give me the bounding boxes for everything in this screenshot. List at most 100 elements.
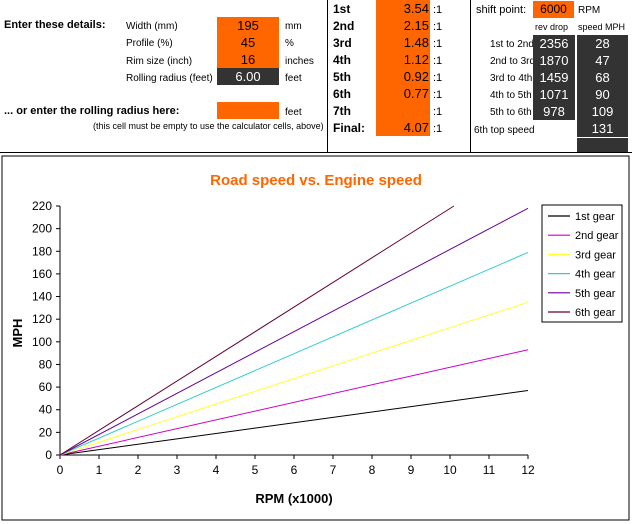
- series-line-1: [59, 390, 529, 456]
- divider-right: [470, 0, 471, 152]
- rev-drop-value: 2356: [533, 35, 575, 52]
- width-unit: mm: [285, 21, 302, 32]
- final-drive-input[interactable]: 4.07: [376, 119, 430, 136]
- rev-drop-value: 1870: [533, 52, 575, 69]
- series-line-4: [59, 251, 529, 456]
- shift-row-label: 2nd to 3rd: [490, 56, 536, 67]
- x-tick-label: 5: [252, 463, 259, 477]
- y-tick-label: 100: [32, 335, 52, 349]
- width-label: Width (mm): [126, 21, 178, 32]
- legend-label: 4th gear: [575, 269, 616, 281]
- rev-drop-value: 978: [533, 103, 575, 120]
- rolling-radius-label: Rolling radius (feet): [126, 73, 213, 84]
- y-tick-label: 40: [39, 403, 53, 417]
- rev-drop-header: rev drop: [535, 22, 569, 32]
- y-tick-label: 60: [39, 380, 53, 394]
- rev-drop-value: 1459: [533, 69, 575, 86]
- x-axis-label: RPM (x1000): [255, 491, 332, 506]
- shift-speed-value: 68: [577, 69, 628, 86]
- y-tick-label: 80: [39, 357, 53, 371]
- gear-label: 3rd: [333, 36, 352, 50]
- gear-ratio-input[interactable]: 3.54: [376, 0, 430, 17]
- width-input[interactable]: 195: [217, 17, 279, 34]
- x-tick-label: 10: [443, 463, 457, 477]
- gear-suffix: :1: [433, 123, 443, 135]
- legend-label: 1st gear: [575, 211, 615, 223]
- final-drive-label: Final:: [333, 121, 365, 135]
- gear-ratio-input[interactable]: 1.12: [376, 51, 430, 68]
- gear-suffix: :1: [433, 21, 443, 33]
- x-tick-label: 4: [213, 463, 220, 477]
- profile-label: Profile (%): [126, 38, 173, 49]
- x-tick-label: 9: [408, 463, 415, 477]
- x-tick-label: 6: [291, 463, 298, 477]
- shift-point-unit: RPM: [578, 5, 601, 16]
- chart: Road speed vs. Engine speed 0 1 2 3 4 5 6 7 8 9 10…: [1, 155, 630, 521]
- profile-input[interactable]: 45: [217, 34, 279, 51]
- gear-suffix: :1: [433, 106, 443, 118]
- gear-ratio-input[interactable]: 0.92: [376, 68, 430, 85]
- gear-suffix: :1: [433, 89, 443, 101]
- y-tick-label: 200: [32, 222, 52, 236]
- gear-suffix: :1: [433, 55, 443, 67]
- enter-details-label: Enter these details:: [4, 19, 106, 31]
- series-line-3: [59, 301, 529, 456]
- gear-suffix: :1: [433, 4, 443, 16]
- rolling-radius-input[interactable]: [217, 102, 279, 119]
- gear-ratio-input[interactable]: 1.48: [376, 34, 430, 51]
- rolling-radius-unit: feet: [285, 73, 302, 84]
- shift-speed-value: 109: [577, 103, 628, 120]
- series-line-5: [59, 207, 529, 456]
- gear-ratio-input[interactable]: 0.77: [376, 85, 430, 102]
- x-tick-label: 7: [330, 463, 337, 477]
- shift-speed-value: 47: [577, 52, 628, 69]
- y-tick-label: 220: [32, 199, 52, 213]
- gear-label: 7th: [333, 104, 351, 118]
- top-speed-value: 131: [577, 120, 628, 137]
- rim-unit: inches: [285, 56, 314, 67]
- series-line-6: [59, 205, 455, 456]
- gear-suffix: :1: [433, 38, 443, 50]
- or-unit: feet: [285, 107, 302, 118]
- x-tick-label: 8: [369, 463, 376, 477]
- divider-left: [327, 0, 328, 152]
- profile-unit: %: [285, 38, 294, 49]
- legend-label: 5th gear: [575, 288, 616, 300]
- gear-label: 1st: [333, 2, 351, 16]
- x-tick-label: 1: [96, 463, 103, 477]
- y-tick-label: 0: [45, 448, 52, 462]
- shift-point-label: shift point:: [476, 4, 527, 16]
- gear-ratio-input[interactable]: 2.15: [376, 17, 430, 34]
- shift-row-label: 1st to 2nd: [490, 39, 534, 50]
- y-tick-label: 160: [32, 267, 52, 281]
- gear-ratio-input[interactable]: [376, 102, 430, 119]
- chart-title: Road speed vs. Engine speed: [210, 172, 422, 189]
- y-tick-label: 180: [32, 244, 52, 258]
- x-tick-label: 0: [57, 463, 64, 477]
- gear-label: 5th: [333, 70, 351, 84]
- top-speed-label: 6th top speed: [474, 125, 535, 136]
- rolling-radius-value: 6.00: [217, 68, 279, 85]
- series-line-2: [59, 349, 529, 456]
- speed-mph-header: speed MPH: [578, 22, 626, 32]
- rim-input[interactable]: 16: [217, 51, 279, 68]
- chart-frame: [1, 155, 630, 521]
- shift-row-label: 4th to 5th: [490, 90, 532, 101]
- shift-speed-value: 90: [577, 86, 628, 103]
- y-tick-label: 120: [32, 312, 52, 326]
- shift-point-input[interactable]: 6000: [533, 1, 574, 18]
- gear-label: 2nd: [333, 19, 355, 33]
- y-tick-label: 20: [39, 425, 53, 439]
- or-enter-label: ... or enter the rolling radius here:: [4, 105, 180, 117]
- legend-label: 2nd gear: [575, 230, 619, 242]
- rim-label: Rim size (inch): [126, 56, 193, 67]
- legend-box: [541, 204, 623, 323]
- x-tick-label: 3: [174, 463, 181, 477]
- gear-label: 6th: [333, 87, 351, 101]
- shift-speed-value: 28: [577, 35, 628, 52]
- gear-suffix: :1: [433, 72, 443, 84]
- y-tick-label: 140: [32, 290, 52, 304]
- gear-label: 4th: [333, 53, 351, 67]
- rev-drop-value: 1071: [533, 86, 575, 103]
- legend-label: 6th gear: [575, 307, 616, 319]
